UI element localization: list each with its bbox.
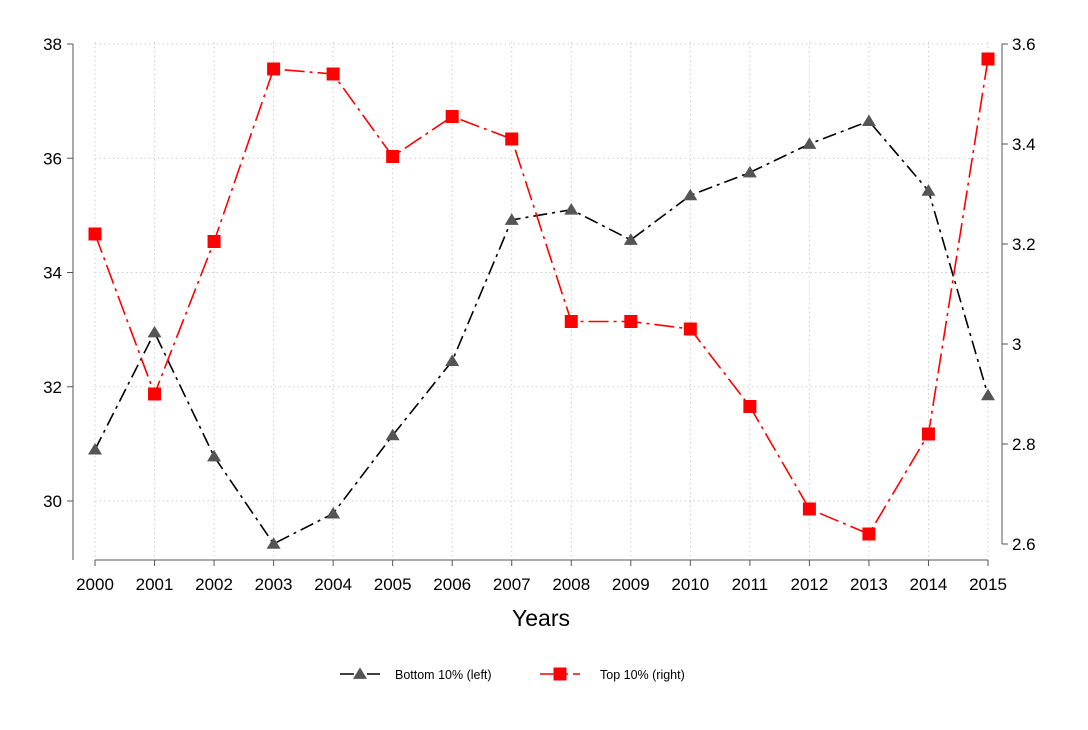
right-axis-tick-label: 3 [1012, 335, 1021, 354]
x-axis-tick-label: 2003 [255, 575, 293, 594]
x-axis-tick-label: 2006 [433, 575, 471, 594]
data-point [742, 165, 757, 178]
x-axis-tick-label: 2011 [732, 575, 769, 594]
data-point [386, 150, 400, 163]
grid [94, 42, 989, 560]
x-axis-tick-label: 2013 [850, 575, 888, 594]
x-axis-tick-label: 2004 [314, 575, 352, 594]
data-point [683, 322, 697, 336]
left-axis-tick-label: 30 [43, 492, 62, 511]
x-axis-tick-label: 2012 [790, 575, 828, 594]
legend-item: Top 10% (right) [540, 667, 685, 682]
data-point [802, 502, 816, 516]
left-axis-tick-label: 36 [43, 149, 62, 168]
right-axis-tick-label: 2.6 [1012, 535, 1036, 554]
series-top-10 [88, 52, 995, 541]
data-point [862, 527, 876, 541]
data-point [505, 132, 519, 146]
legend-marker [553, 667, 567, 681]
data-point [564, 203, 579, 215]
data-point [88, 442, 102, 455]
data-point [802, 137, 817, 149]
x-axis-title: Years [512, 605, 570, 631]
right-axis-tick-label: 3.4 [1012, 135, 1036, 154]
x-axis-tick-label: 2015 [969, 575, 1007, 594]
x-axis-tick-label: 2008 [552, 575, 590, 594]
data-point [88, 227, 102, 241]
series-layer [88, 52, 995, 549]
data-point [266, 537, 281, 549]
x-axis-tick-label: 2000 [76, 575, 114, 594]
series-line [94, 58, 989, 536]
data-point [504, 213, 519, 225]
left-axis-tick-label: 38 [43, 35, 62, 54]
left-axis-tick-label: 32 [43, 378, 62, 397]
legend-marker [353, 667, 367, 679]
data-point [385, 428, 400, 441]
x-axis-tick-label: 2005 [374, 575, 412, 594]
legend-label: Top 10% (right) [600, 668, 685, 682]
data-point [445, 110, 459, 123]
data-point [683, 188, 698, 201]
x-axis-tick-label: 2010 [671, 575, 709, 594]
data-point [623, 233, 638, 245]
series-line [94, 120, 989, 545]
data-point [207, 235, 221, 248]
data-point [148, 387, 162, 401]
x-axis-tick-label: 2002 [195, 575, 233, 594]
left-axis-tick-label: 34 [43, 264, 62, 283]
x-axis-tick-label: 2009 [612, 575, 650, 594]
data-point [326, 67, 340, 81]
right-axis-tick-label: 2.8 [1012, 435, 1036, 454]
right-axis-tick-label: 3.2 [1012, 235, 1036, 254]
data-point [326, 506, 341, 519]
right-axis-tick-label: 3.6 [1012, 35, 1036, 54]
data-point [981, 388, 995, 401]
data-point [624, 315, 638, 328]
data-point [445, 354, 460, 366]
x-axis-tick-label: 2014 [910, 575, 948, 594]
data-point [267, 62, 281, 76]
x-axis-tick-label: 2001 [136, 575, 174, 594]
data-point [981, 52, 995, 66]
data-point [743, 400, 757, 413]
data-point [921, 184, 936, 196]
series-bottom-10 [88, 114, 995, 549]
x-axis-tick-label: 2007 [493, 575, 531, 594]
data-point [207, 449, 222, 462]
data-point [921, 427, 935, 441]
legend: Bottom 10% (left) Top 10% (right) [340, 667, 685, 682]
axes: 30 32 34 36 38 2.6 2.8 3 3.2 3.4 3.6 2000 2001 2002 20… [43, 35, 1036, 594]
data-point [147, 325, 162, 338]
data-point [861, 114, 876, 127]
legend-label: Bottom 10% (left) [395, 668, 492, 682]
data-point [564, 315, 578, 328]
legend-item: Bottom 10% (left) [340, 667, 492, 682]
